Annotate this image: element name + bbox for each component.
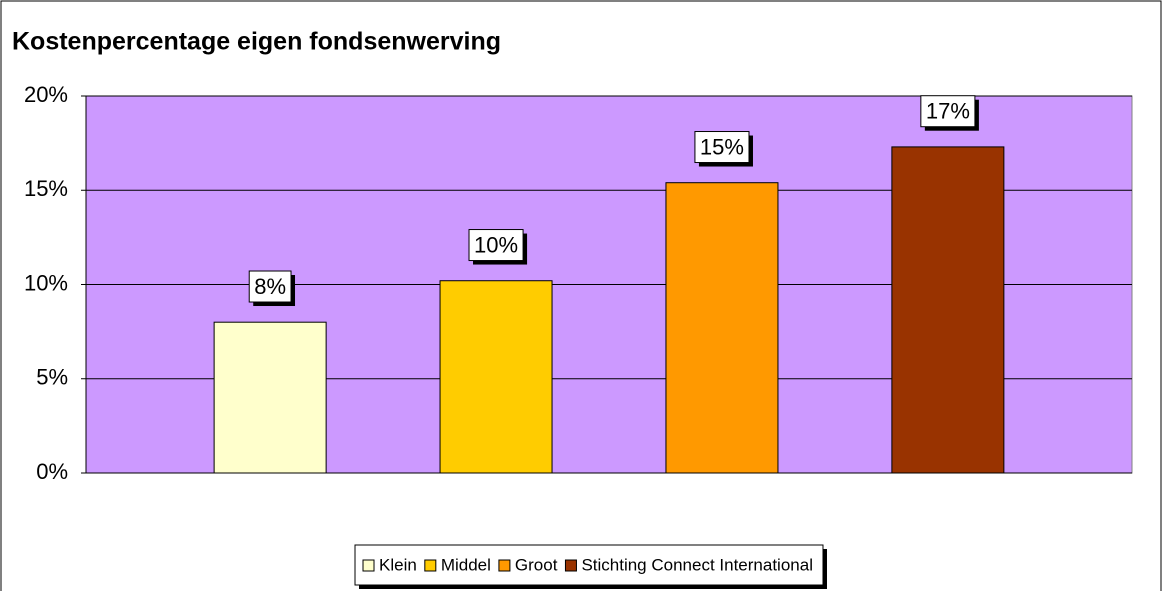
bar xyxy=(213,321,327,474)
legend-label: Klein xyxy=(379,555,417,574)
legend-swatch xyxy=(362,559,375,572)
chart-title: Kostenpercentage eigen fondsenwerving xyxy=(12,28,501,56)
y-tick-label: 5% xyxy=(36,365,68,390)
data-label-box xyxy=(694,131,750,164)
data-label-box xyxy=(920,95,976,128)
legend-label: Middel xyxy=(441,555,491,574)
data-label: 15% xyxy=(700,135,744,160)
legend-swatch xyxy=(564,559,577,572)
legend-swatch xyxy=(424,559,437,572)
bar xyxy=(439,280,553,474)
legend-label: Stichting Connect International xyxy=(581,555,813,574)
data-label-box xyxy=(468,229,524,262)
y-tick-label: 15% xyxy=(24,176,68,201)
data-label-box xyxy=(248,270,292,303)
y-tick-label: 20% xyxy=(24,82,68,107)
data-label: 10% xyxy=(474,233,518,258)
bar xyxy=(891,146,1005,474)
data-label: 8% xyxy=(254,274,286,299)
y-tick-label: 10% xyxy=(24,270,68,295)
y-tick-label: 0% xyxy=(36,459,68,484)
legend-swatch xyxy=(498,559,511,572)
legend-label: Groot xyxy=(515,555,558,574)
bar xyxy=(665,182,779,474)
data-label: 17% xyxy=(926,99,970,124)
